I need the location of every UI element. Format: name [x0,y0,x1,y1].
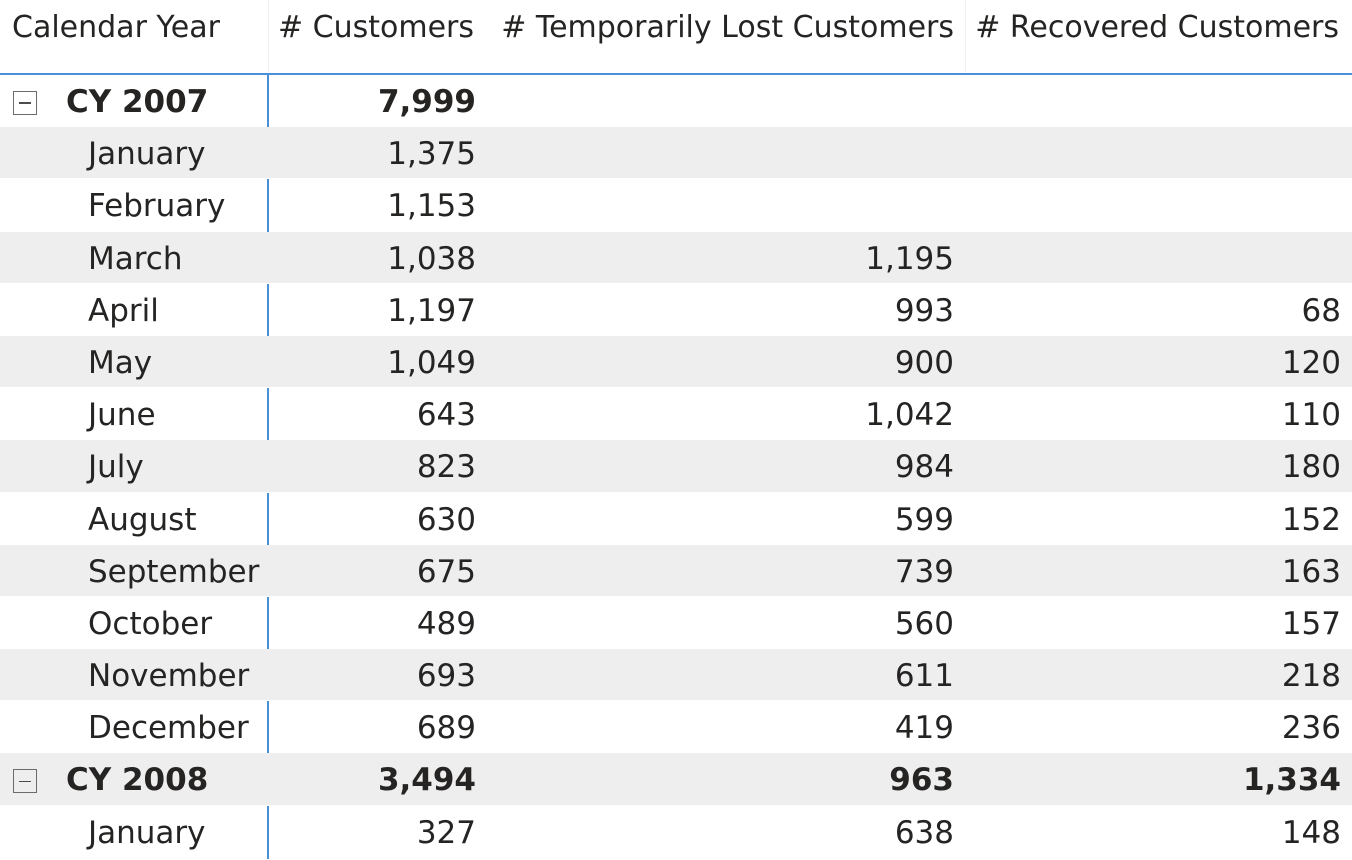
customers-value: 1,153 [387,188,476,225]
year-row[interactable]: CY 2008 3,494 963 1,334 [0,753,1352,806]
recovered-value [966,75,1341,127]
year-label: CY 2008 [66,762,209,799]
customers-value: 689 [416,710,476,747]
month-label: October [88,605,213,642]
month-row[interactable]: August 630 599 152 [0,493,1352,545]
customers-value: 7,999 [377,84,476,120]
temporarily-lost-value: 739 [894,553,954,590]
recovered-value: 163 [1281,553,1341,590]
month-row[interactable]: May 1,049 900 120 [0,335,1352,389]
month-row[interactable]: March 1,038 1,195 [0,231,1352,284]
month-row[interactable]: June 643 1,042 110 [0,388,1352,440]
header-divider [965,0,966,72]
temporarily-lost-value [490,75,954,127]
month-label: February [88,188,226,225]
temporarily-lost-value: 984 [894,449,954,486]
column-header-recovered-customers[interactable]: # Recovered Customers [975,10,1339,45]
temporarily-lost-value: 611 [894,658,954,695]
temporarily-lost-value: 1,195 [865,240,954,277]
month-row[interactable]: February 1,153 [0,179,1352,231]
customers-value: 1,038 [387,240,476,277]
month-label: December [88,710,249,747]
month-label: May [88,344,153,381]
customers-value: 3,494 [377,762,476,799]
month-row[interactable]: January 327 638 148 [0,806,1352,858]
month-row[interactable]: July 823 984 180 [0,440,1352,493]
recovered-value [966,179,1341,231]
customers-value: 1,197 [387,292,476,329]
recovered-value [966,127,1341,179]
month-label: March [88,240,183,277]
month-row[interactable]: December 689 419 236 [0,701,1352,753]
month-label: July [88,449,144,486]
year-label: CY 2007 [66,84,209,120]
temporarily-lost-value [490,179,954,231]
month-row[interactable]: January 1,375 [0,127,1352,180]
recovered-value: 157 [1281,605,1341,642]
customers-value: 675 [416,553,476,590]
recovered-value: 148 [1281,814,1341,851]
month-label: August [88,501,197,538]
recovered-value: 68 [1301,292,1341,329]
year-row[interactable]: CY 2007 7,999 [0,75,1352,127]
temporarily-lost-value: 963 [889,762,954,799]
customers-value: 643 [416,397,476,434]
customers-value: 489 [416,605,476,642]
header-divider [268,0,269,72]
month-row[interactable]: April 1,197 993 68 [0,284,1352,336]
month-label: November [88,658,250,695]
month-label: January [88,814,206,851]
column-header-customers[interactable]: # Customers [277,10,474,45]
temporarily-lost-value [490,127,954,179]
month-label: September [88,553,260,590]
temporarily-lost-value: 900 [894,344,954,381]
month-row[interactable]: November 693 611 218 [0,649,1352,702]
temporarily-lost-value: 993 [894,292,954,329]
recovered-value: 152 [1281,501,1341,538]
collapse-icon[interactable] [13,769,37,794]
customers-value: 1,375 [387,136,476,173]
recovered-value: 110 [1281,397,1341,434]
month-label: June [88,397,156,434]
temporarily-lost-value: 599 [894,501,954,538]
column-header-calendar-year[interactable]: Calendar Year [12,10,220,45]
recovered-value: 218 [1281,658,1341,695]
month-row[interactable]: September 675 739 163 [0,544,1352,598]
recovered-value: 1,334 [1242,762,1341,799]
recovered-value [966,232,1341,284]
temporarily-lost-value: 1,042 [865,397,954,434]
month-label: January [88,136,206,173]
customers-value: 630 [416,501,476,538]
temporarily-lost-value: 560 [894,605,954,642]
temporarily-lost-value: 419 [894,710,954,747]
matrix-body: CY 2007 7,999 January 1,375 February 1,153 Mar… [0,75,1352,858]
month-label: April [88,292,159,329]
recovered-value: 180 [1281,449,1341,486]
customers-value: 823 [416,449,476,486]
customers-value: 1,049 [387,344,476,381]
temporarily-lost-value: 638 [894,814,954,851]
customers-value: 327 [416,814,476,851]
column-header-row: Calendar Year # Customers # Temporarily … [0,0,1352,75]
column-header-temporarily-lost-customers[interactable]: # Temporarily Lost Customers [501,10,954,45]
collapse-icon[interactable] [13,91,37,115]
month-row[interactable]: October 489 560 157 [0,597,1352,649]
customers-value: 693 [416,658,476,695]
recovered-value: 236 [1281,710,1341,747]
recovered-value: 120 [1281,344,1341,381]
